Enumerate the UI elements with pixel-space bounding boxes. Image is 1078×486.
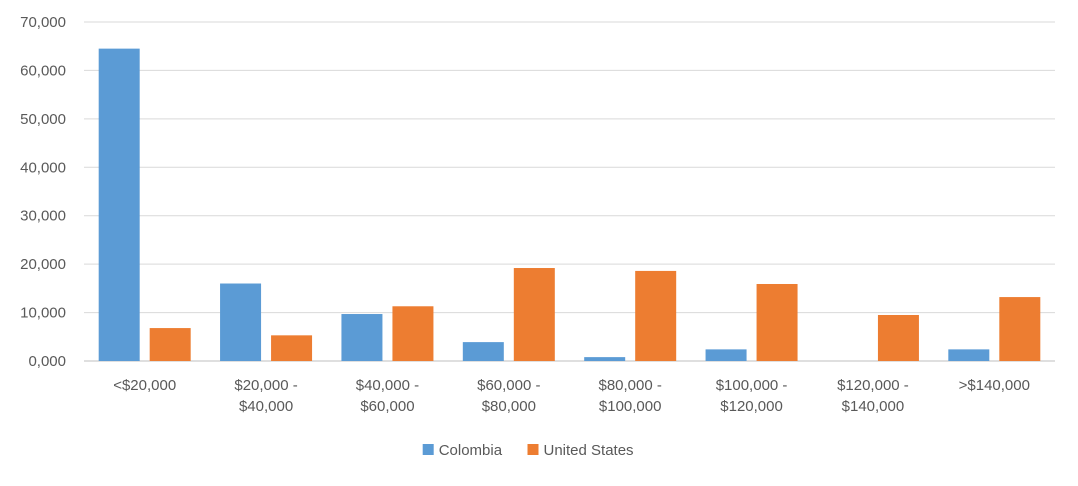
bar-united-states: [149, 328, 191, 361]
x-axis-ticks: <$20,000 $20,000 -$40,000 $40,000 -$60,000…: [113, 377, 1030, 415]
x-tick-label: $120,000 -$140,000: [837, 377, 909, 415]
bar-colombia: [705, 349, 747, 361]
bar-united-states: [756, 283, 798, 361]
bar-united-states: [999, 297, 1041, 361]
x-tick-label: $80,000 -$100,000: [598, 377, 661, 415]
y-tick-label: 70,000: [20, 14, 66, 31]
bars: [98, 48, 1041, 362]
legend: Colombia United States: [422, 442, 634, 459]
y-tick-label: 20,000: [20, 256, 66, 273]
y-tick-label: 0,000: [28, 353, 66, 370]
y-tick-label: 30,000: [20, 208, 66, 225]
y-tick-label: 60,000: [20, 62, 66, 79]
bar-colombia: [98, 48, 140, 362]
bar-united-states: [392, 306, 434, 361]
legend-swatch: [422, 444, 434, 455]
y-axis-ticks: 0,000 10,000 20,000 30,000 40,000 50,000 60,00…: [20, 14, 66, 370]
bar-united-states: [635, 270, 677, 361]
bar-colombia: [462, 342, 504, 361]
bar-colombia: [220, 283, 262, 361]
x-tick-label: $100,000 -$120,000: [716, 377, 788, 415]
x-tick-label: >$140,000: [959, 377, 1030, 394]
bar-united-states: [877, 314, 919, 361]
y-tick-label: 10,000: [20, 305, 66, 322]
bar-colombia: [341, 314, 383, 361]
bar-colombia: [584, 357, 626, 361]
y-tick-label: 40,000: [20, 159, 66, 176]
x-tick-label: $20,000 -$40,000: [234, 377, 297, 415]
legend-label: Colombia: [439, 442, 503, 459]
y-tick-label: 50,000: [20, 111, 66, 128]
bar-united-states: [513, 268, 555, 361]
bar-united-states: [271, 335, 313, 361]
x-tick-label: <$20,000: [113, 377, 176, 394]
x-tick-label: $40,000 -$60,000: [356, 377, 419, 415]
legend-label: United States: [544, 442, 634, 459]
bar-colombia: [948, 349, 990, 361]
x-tick-label: $60,000 -$80,000: [477, 377, 540, 415]
legend-swatch: [527, 444, 539, 455]
